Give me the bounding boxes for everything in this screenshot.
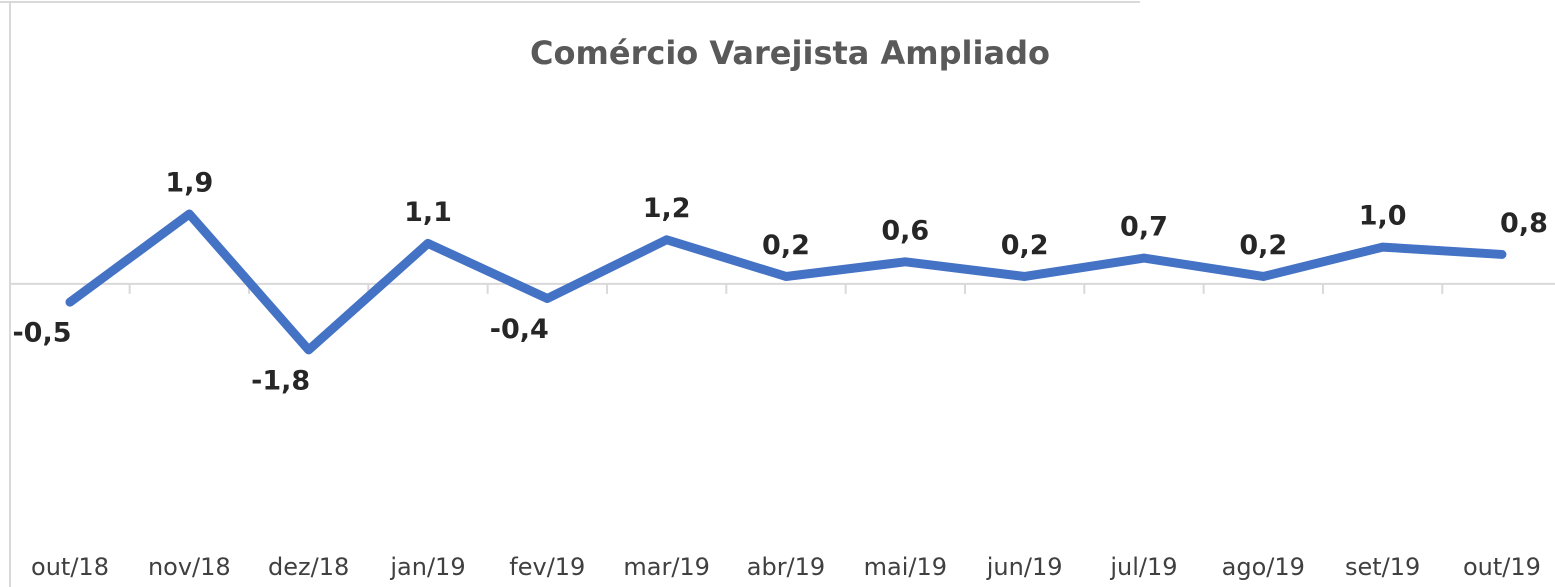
x-tick-label: mai/19 xyxy=(864,553,947,581)
x-tick-label: fev/19 xyxy=(509,553,585,581)
data-label: 0,8 xyxy=(1500,208,1548,239)
x-tick-label: dez/18 xyxy=(268,553,349,581)
x-tick-label: jul/19 xyxy=(1109,553,1177,581)
x-tick-label: out/18 xyxy=(31,553,109,581)
data-label: 0,6 xyxy=(881,215,929,246)
line xyxy=(65,209,1507,355)
chart-title: Comércio Varejista Ampliado xyxy=(530,34,1050,72)
data-label: -0,4 xyxy=(490,314,549,345)
x-tick-label: set/19 xyxy=(1345,553,1420,581)
data-label: -1,8 xyxy=(251,365,310,396)
data-label: 1,2 xyxy=(643,193,691,224)
data-label: 0,7 xyxy=(1120,212,1168,243)
data-label: 1,0 xyxy=(1359,201,1407,232)
data-label: 0,2 xyxy=(1239,230,1287,261)
x-tick-label: out/19 xyxy=(1463,553,1541,581)
data-label: 1,9 xyxy=(165,168,213,199)
data-label: -0,5 xyxy=(12,318,71,349)
data-label: 0,2 xyxy=(762,230,810,261)
x-tick-label: mar/19 xyxy=(623,553,710,581)
data-label: 1,1 xyxy=(404,197,452,228)
x-tick-label: ago/19 xyxy=(1222,553,1305,581)
x-tick-label: nov/18 xyxy=(148,553,231,581)
x-tick-label: jun/19 xyxy=(986,553,1063,581)
x-tick-label: abr/19 xyxy=(747,553,825,581)
data-label: 0,2 xyxy=(1001,230,1049,261)
x-tick-label: jan/19 xyxy=(389,553,465,581)
